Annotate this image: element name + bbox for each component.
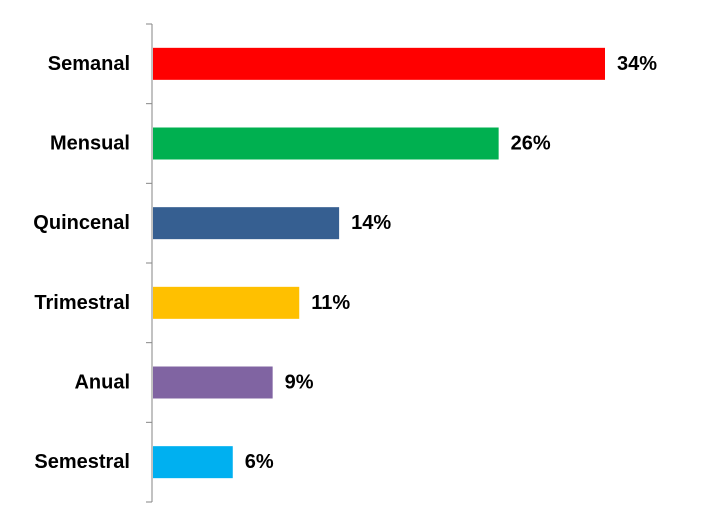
value-labels: 34% 26% 14% 11% 9% 6% [245,53,657,473]
data-label: 34% [617,53,657,75]
data-label: 14% [351,212,391,234]
bar-quincenal [153,207,340,240]
bar-trimestral [153,286,300,319]
bar-mensual [153,127,499,160]
category-labels: Semanal Mensual Quincenal Trimestral Anual Se… [33,53,130,473]
data-label: 11% [311,292,350,314]
bar-semestral [153,446,233,479]
category-label: Quincenal [33,212,130,234]
category-label: Anual [74,372,130,394]
category-label: Semanal [48,53,130,75]
category-label: Semestral [34,451,130,473]
data-label: 6% [245,451,274,473]
bars [153,47,605,479]
category-axis [146,23,153,503]
category-label: Mensual [50,133,130,155]
data-label: 26% [511,133,551,155]
category-label: Trimestral [34,292,130,314]
bar-semanal [153,47,605,80]
bar-anual [153,366,273,399]
data-label: 9% [285,372,314,394]
